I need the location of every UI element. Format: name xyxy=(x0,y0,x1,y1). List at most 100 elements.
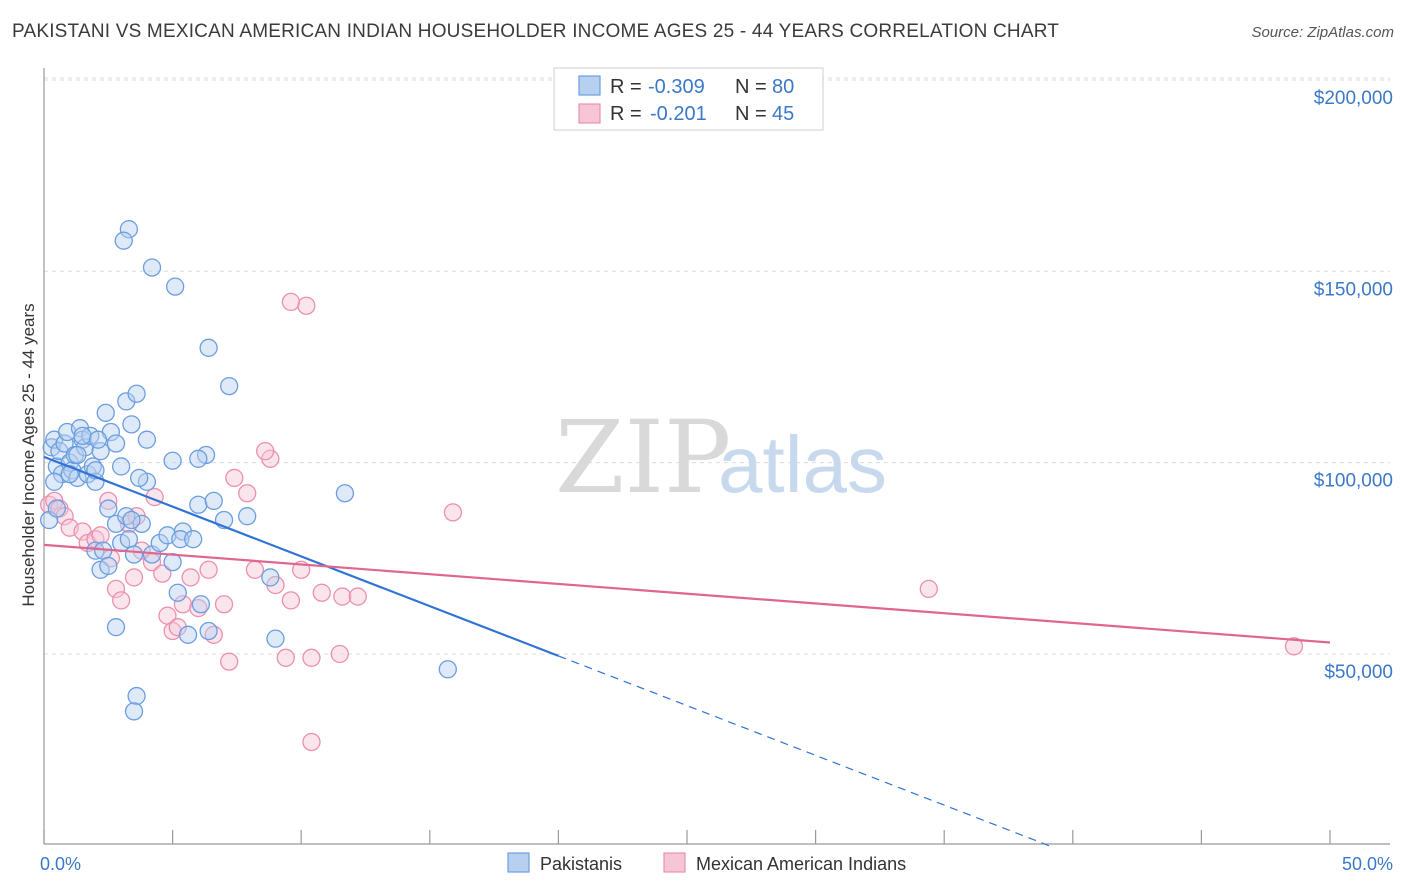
point-pakistanis xyxy=(96,403,115,423)
chart-title: PAKISTANI VS MEXICAN AMERICAN INDIAN HOU… xyxy=(12,21,1060,42)
legend-r-label-1: R = xyxy=(610,76,642,98)
grid-lines xyxy=(44,77,1390,655)
point-pakistanis xyxy=(124,702,144,721)
legend-n-value-2: 45 xyxy=(772,103,794,125)
point-mexican-american-indians xyxy=(199,560,218,579)
point-mexican-american-indians xyxy=(302,732,321,752)
point-pakistanis xyxy=(99,556,118,576)
x-tick-left: 0.0% xyxy=(40,854,81,874)
point-mexican-american-indians xyxy=(302,648,321,667)
point-pakistanis xyxy=(47,499,67,518)
chart-source: Source: ZipAtlas.com xyxy=(1251,24,1394,41)
legend-swatch-pink xyxy=(578,103,601,124)
point-pakistanis xyxy=(106,618,126,637)
point-pakistanis xyxy=(130,468,149,488)
point-pakistanis xyxy=(199,621,218,641)
point-pakistanis xyxy=(122,415,141,434)
legend-r-label-2: R = xyxy=(610,103,642,125)
point-pakistanis xyxy=(119,530,139,549)
bottom-legend-swatch-blue xyxy=(507,852,530,873)
trend-line-mexican-american-indians xyxy=(43,543,1331,644)
point-mexican-american-indians xyxy=(168,618,187,637)
point-pakistanis xyxy=(266,629,285,648)
point-pakistanis xyxy=(124,545,144,564)
point-mexican-american-indians xyxy=(238,484,257,503)
point-mexican-american-indians xyxy=(112,591,131,610)
point-pakistanis xyxy=(55,434,74,453)
point-mexican-american-indians xyxy=(220,652,239,671)
point-mexican-american-indians xyxy=(91,526,110,545)
point-mexican-american-indians xyxy=(181,568,200,587)
point-mexican-american-indians xyxy=(919,579,938,599)
point-pakistanis xyxy=(106,434,126,453)
point-pakistanis xyxy=(86,541,105,560)
point-pakistanis xyxy=(117,392,136,411)
point-mexican-american-indians xyxy=(348,587,367,606)
point-pakistanis xyxy=(261,568,280,587)
point-pakistanis xyxy=(68,445,87,465)
legend-n-label-1: N = xyxy=(735,76,767,98)
point-pakistanis xyxy=(127,686,146,706)
point-pakistanis xyxy=(189,449,208,468)
bottom-legend-swatch-pink xyxy=(663,852,686,873)
point-mexican-american-indians xyxy=(333,587,352,606)
point-mexican-american-indians xyxy=(225,468,244,488)
point-mexican-american-indians xyxy=(297,296,316,315)
point-pakistanis xyxy=(119,220,139,239)
point-pakistanis xyxy=(137,430,157,449)
y-tick-label-200000: $200,000 xyxy=(1314,88,1393,109)
point-pakistanis xyxy=(166,277,185,296)
trend-line-pakistanis-extrapolated xyxy=(558,655,1053,848)
y-tick-label-150000: $150,000 xyxy=(1314,279,1393,300)
point-pakistanis xyxy=(150,533,169,553)
point-pakistanis xyxy=(171,530,190,549)
legend-r-value-2: -0.201 xyxy=(650,103,707,125)
point-pakistanis xyxy=(204,491,223,511)
legend-swatch-blue xyxy=(578,75,601,96)
trend-lines xyxy=(43,455,1331,848)
point-mexican-american-indians xyxy=(153,564,172,583)
y-axis-label: Householder Income Ages 25 - 44 years xyxy=(19,303,38,606)
bottom-legend-pakistanis: Pakistanis xyxy=(540,854,622,874)
x-tick-marks xyxy=(43,830,1331,844)
series-mexican-american-indians xyxy=(39,292,1304,752)
point-pakistanis xyxy=(132,514,151,534)
point-pakistanis xyxy=(91,441,110,461)
point-mexican-american-indians xyxy=(330,644,349,664)
point-pakistanis xyxy=(99,499,118,518)
point-pakistanis xyxy=(220,376,239,396)
point-mexican-american-indians xyxy=(281,292,301,312)
point-pakistanis xyxy=(122,510,141,530)
point-pakistanis xyxy=(88,430,108,449)
y-tick-labels: $50,000 $100,000 $150,000 $200,000 xyxy=(1314,88,1393,683)
point-mexican-american-indians xyxy=(124,568,144,587)
watermark-zip: ZIP xyxy=(555,399,731,516)
point-mexican-american-indians xyxy=(245,560,265,579)
point-pakistanis xyxy=(60,464,79,484)
legend-n-value-1: 80 xyxy=(772,76,794,98)
trend-line-pakistanis xyxy=(43,455,559,657)
point-pakistanis xyxy=(114,231,133,250)
series-legend: Pakistanis Mexican American Indians xyxy=(507,852,906,874)
point-pakistanis xyxy=(191,595,211,614)
point-pakistanis xyxy=(142,258,162,277)
point-mexican-american-indians xyxy=(276,648,295,667)
point-mexican-american-indians xyxy=(214,595,234,614)
point-pakistanis xyxy=(189,495,208,514)
point-pakistanis xyxy=(45,472,64,491)
point-mexican-american-indians xyxy=(99,491,118,511)
point-pakistanis xyxy=(335,484,355,503)
bottom-legend-mexican-american-indians: Mexican American Indians xyxy=(696,854,906,874)
stats-legend: R = -0.309 N = 80 R = -0.201 N = 45 xyxy=(553,67,824,131)
legend-n-label-2: N = xyxy=(735,103,767,125)
point-pakistanis xyxy=(73,426,92,445)
point-mexican-american-indians xyxy=(106,579,126,599)
y-tick-label-50000: $50,000 xyxy=(1324,662,1393,683)
series-pakistanis xyxy=(39,220,457,721)
legend-r-value-1: -0.309 xyxy=(648,76,705,98)
point-pakistanis xyxy=(163,451,182,470)
point-mexican-american-indians xyxy=(1284,637,1304,656)
point-mexican-american-indians xyxy=(443,503,463,522)
watermark-atlas: atlas xyxy=(718,420,887,509)
